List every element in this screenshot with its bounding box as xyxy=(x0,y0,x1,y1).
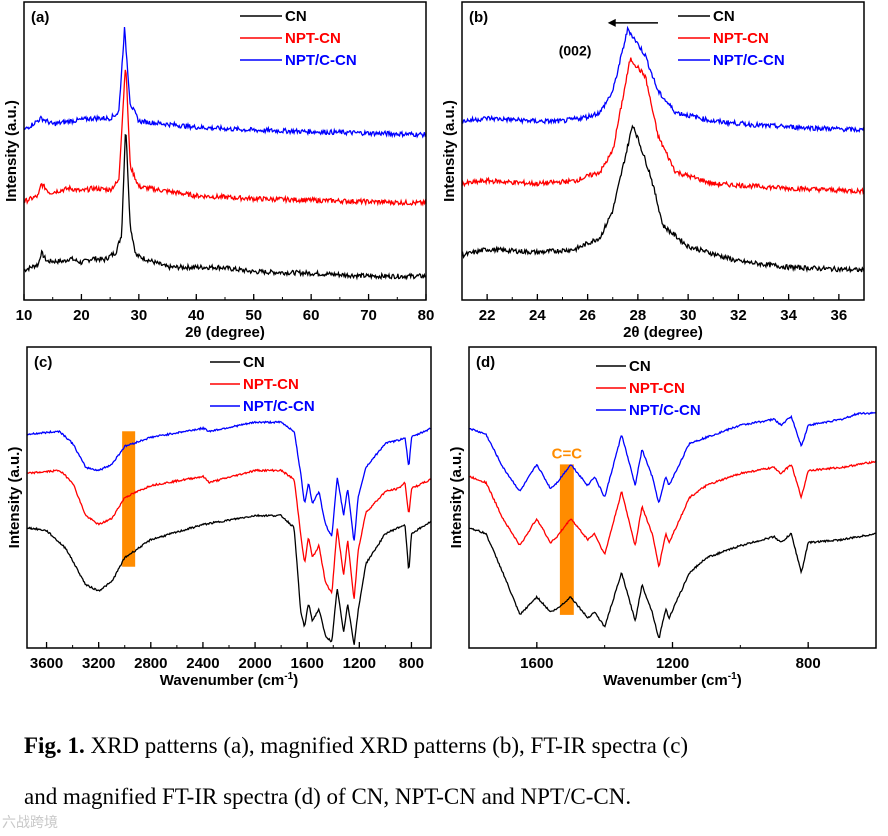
x-tick-label: 2800 xyxy=(134,655,167,672)
x-tick-label: 32 xyxy=(730,307,747,324)
series-line-npt-cn xyxy=(461,57,865,196)
series-line-cn xyxy=(468,527,877,639)
x-tick-label: 800 xyxy=(796,655,821,672)
figure-label: Fig. 1. xyxy=(24,733,85,758)
caption-text-1: XRD patterns (a), magnified XRD patterns… xyxy=(90,733,689,758)
x-tick-label: 60 xyxy=(303,307,320,324)
caption-text-2: and magnified FT-IR spectra (d) of CN, N… xyxy=(24,784,632,809)
legend-label: CN xyxy=(285,8,307,25)
x-axis-label: Wavenumber (cm-1) xyxy=(603,671,741,689)
panel-label: (b) xyxy=(469,9,488,26)
chart-panel-c: 3600 3200 2800 2400 2000 1600 1200 800 Wavenumbe… xyxy=(6,346,432,689)
x-tick-label: 1600 xyxy=(291,655,324,672)
series-line-npt-cn xyxy=(23,69,427,207)
legend-label: NPT/C-CN xyxy=(629,402,701,419)
x-tick-label: 50 xyxy=(245,307,262,324)
legend-label: NPT/C-CN xyxy=(713,52,785,69)
x-tick-label: 3600 xyxy=(30,655,63,672)
x-axis-label-end: ) xyxy=(737,672,742,689)
arrow-left-icon xyxy=(607,18,616,27)
panel-label: (a) xyxy=(31,9,49,26)
x-axis-label-text: Wavenumber (cm xyxy=(160,672,284,689)
x-axis-label: 2θ (degree) xyxy=(185,324,265,341)
panel-label: (d) xyxy=(476,354,495,371)
x-tick-label: 30 xyxy=(131,307,148,324)
x-tick-label: 36 xyxy=(831,307,848,324)
x-tick-label: 3200 xyxy=(82,655,115,672)
legend-label: NPT-CN xyxy=(629,380,685,397)
series-line-cn xyxy=(27,513,432,645)
highlight-band xyxy=(122,431,136,567)
legend-label: CN xyxy=(629,358,651,375)
chart-panel-a: 10 20 30 40 50 60 70 80 2θ (degree) Intensity (a.… xyxy=(3,1,435,341)
x-tick-label: 30 xyxy=(680,307,697,324)
x-tick-label: 40 xyxy=(188,307,205,324)
legend-label: NPT/C-CN xyxy=(243,398,315,415)
legend-label: NPT/C-CN xyxy=(285,52,357,69)
x-axis-label-end: ) xyxy=(293,672,298,689)
x-tick-label: 10 xyxy=(16,307,33,324)
chart-panel-b: 22 24 26 28 30 32 34 36 2θ (degree) Intensity (a.… xyxy=(441,1,865,341)
panel-label: (c) xyxy=(34,354,52,371)
x-tick-label: 80 xyxy=(418,307,435,324)
x-tick-label: 800 xyxy=(399,655,424,672)
y-axis-label: Intensity (a.u.) xyxy=(448,447,465,549)
x-tick-label: 24 xyxy=(529,307,546,324)
x-tick-label: 1600 xyxy=(520,655,553,672)
x-axis-label-superscript: -1 xyxy=(728,671,737,682)
x-tick-label: 70 xyxy=(360,307,377,324)
x-tick-label: 22 xyxy=(479,307,496,324)
x-axis-label-text: Wavenumber (cm xyxy=(603,672,727,689)
x-tick-label: 26 xyxy=(579,307,596,324)
figure-panels: 10 20 30 40 50 60 70 80 2θ (degree) Intensity (a.… xyxy=(3,1,877,689)
plot-frame xyxy=(26,346,432,649)
caption-line-1: Fig. 1. XRD patterns (a), magnified XRD … xyxy=(24,733,688,759)
x-tick-label: 20 xyxy=(73,307,90,324)
peak-annotation: (002) xyxy=(559,43,592,59)
series-line-npt-c-cn xyxy=(461,25,865,133)
series-line-npt-c-cn xyxy=(468,411,877,504)
y-axis-label: Intensity (a.u.) xyxy=(441,100,458,202)
legend-label: CN xyxy=(713,8,735,25)
series-line-npt-cn xyxy=(27,468,432,599)
x-axis-label: 2θ (degree) xyxy=(623,324,703,341)
x-tick-label: 28 xyxy=(630,307,647,324)
x-axis-label-superscript: -1 xyxy=(284,671,293,682)
watermark: 六战跨境 xyxy=(2,815,58,831)
series-line-cn xyxy=(461,124,865,274)
x-tick-label: 34 xyxy=(780,307,797,324)
legend-label: CN xyxy=(243,354,265,371)
plot-frame xyxy=(23,1,427,301)
highlight-band xyxy=(559,464,574,615)
legend-label: NPT-CN xyxy=(713,30,769,47)
x-tick-label: 1200 xyxy=(656,655,689,672)
x-tick-label: 2000 xyxy=(238,655,271,672)
x-axis-label-text: 2θ (degree) xyxy=(185,324,265,341)
series-line-npt-cn xyxy=(468,460,877,568)
x-tick-label: 2400 xyxy=(186,655,219,672)
highlight-label: C=C xyxy=(552,445,583,462)
x-axis-label: Wavenumber (cm-1) xyxy=(160,671,298,689)
x-tick-label: 1200 xyxy=(343,655,376,672)
series-line-cn xyxy=(23,133,427,281)
y-axis-label: Intensity (a.u.) xyxy=(6,447,23,549)
plot-frame xyxy=(461,1,865,301)
series-line-npt-c-cn xyxy=(26,420,432,541)
y-axis-label: Intensity (a.u.) xyxy=(3,100,20,202)
legend-label: NPT-CN xyxy=(285,30,341,47)
legend-label: NPT-CN xyxy=(243,376,299,393)
x-axis-label-text: 2θ (degree) xyxy=(623,324,703,341)
caption-line-2: and magnified FT-IR spectra (d) of CN, N… xyxy=(24,784,631,810)
chart-panel-d: C=C 1600 1200 800 Wavenumber (cm-1) Intensity… xyxy=(448,346,877,689)
series-line-npt-c-cn xyxy=(23,26,427,139)
